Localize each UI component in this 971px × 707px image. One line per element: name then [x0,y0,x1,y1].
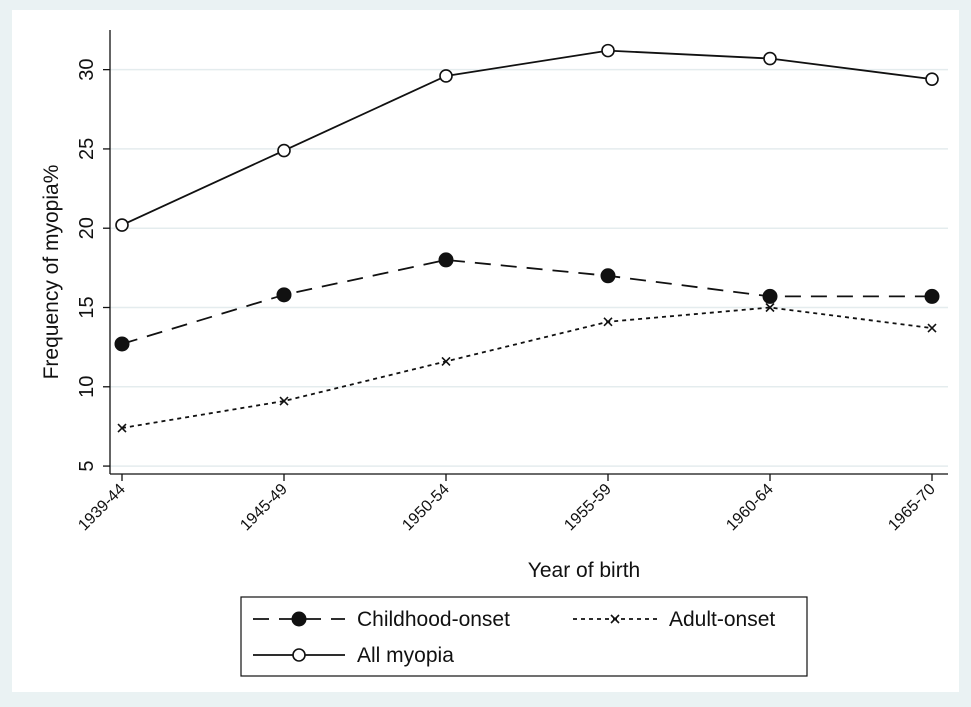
y-tick-label: 25 [76,138,98,160]
y-tick-label: 5 [76,461,98,472]
point-childhood-onset [600,268,616,284]
point-all-myopia [763,51,777,66]
legend-marker-childhood-onset [291,611,307,627]
point-all-myopia [439,69,453,83]
point-all-myopia [601,43,615,58]
point-childhood-onset [762,288,778,304]
series-line-childhood-onset [121,259,932,345]
point-childhood-onset [114,336,130,352]
point-all-myopia [925,72,939,86]
series-line-adult-onset [121,306,933,429]
legend-label-childhood-onset: Childhood-onset [357,608,510,631]
point-adult-onset [441,356,451,366]
point-adult-onset [765,302,775,313]
point-childhood-onset [276,287,292,303]
y-tick-label: 10 [76,376,98,398]
point-adult-onset [927,323,937,333]
point-childhood-onset [924,288,940,304]
legend-label-all-myopia: All myopia [357,644,454,667]
legend-marker-adult-onset [610,614,620,624]
x-axis-title: Year of birth [528,559,640,582]
point-all-myopia [115,218,129,232]
y-tick-label: 15 [76,296,98,318]
point-all-myopia [277,143,291,158]
legend-label-adult-onset: Adult-onset [669,608,775,631]
point-adult-onset [117,423,127,433]
point-adult-onset [603,317,613,327]
point-childhood-onset [438,252,454,268]
y-tick-label: 30 [76,59,98,81]
legend-box [240,596,808,677]
y-tick-label: 20 [76,217,98,239]
point-adult-onset [279,396,289,406]
series-line-all-myopia [121,49,933,226]
y-axis-title: Frequency of myopia% [40,165,63,380]
legend-marker-all-myopia [292,648,306,662]
